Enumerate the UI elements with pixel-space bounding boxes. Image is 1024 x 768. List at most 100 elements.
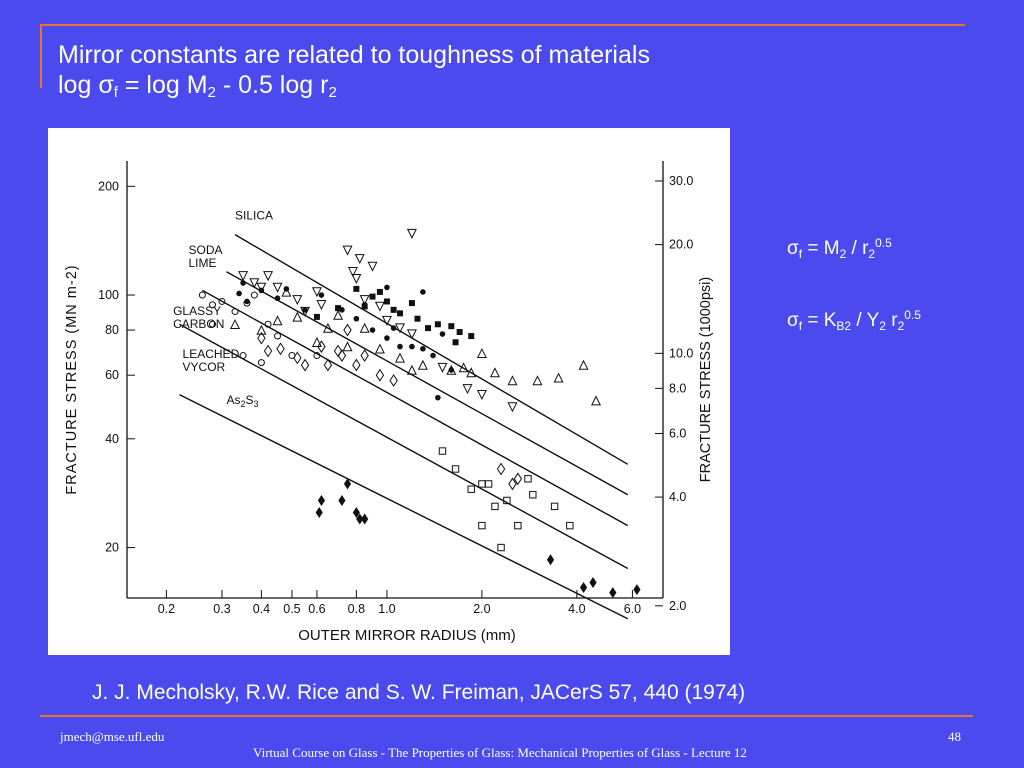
data-point-open-square xyxy=(503,496,511,505)
data-point-filled-circle xyxy=(409,343,415,350)
footer-email[interactable]: jmech@mse.ufl.edu xyxy=(60,729,165,744)
x-tick-label: 6.0 xyxy=(624,602,641,616)
fit-line xyxy=(234,233,629,465)
chart-panel: 0.2 0.3 0.4 0.5 0.6 0.8 1.0 2.0 4.0 6.0 OUTER MIRR… xyxy=(48,128,730,655)
citation: J. J. Mecholsky, R.W. Rice and S. W. Fre… xyxy=(92,681,746,704)
data-point-open-circle xyxy=(198,291,206,299)
data-point-open-square xyxy=(438,447,447,455)
data-point-filled-square xyxy=(468,333,475,340)
data-point-triangle-up xyxy=(322,322,333,333)
title-line-2: log σf = log M2 - 0.5 log r2 xyxy=(58,70,650,108)
subscript-f: f xyxy=(798,247,803,261)
data-point-triangle-up xyxy=(476,347,487,358)
title-line-2-text: log xyxy=(58,71,99,99)
data-point-filled-circle xyxy=(435,394,441,401)
data-point-filled-diamond xyxy=(315,507,323,519)
data-point-open-diamond xyxy=(337,349,347,362)
x-tick-label: 0.8 xyxy=(348,602,365,616)
fracture-stress-chart: 0.2 0.3 0.4 0.5 0.6 0.8 1.0 2.0 4.0 6.0 OUTER MIRR… xyxy=(64,161,714,644)
data-point-open-diamond xyxy=(343,323,352,337)
data-point-open-circle xyxy=(209,320,217,328)
y-tick-label-right: 20.0 xyxy=(669,238,693,252)
data-point-filled-square xyxy=(313,313,320,320)
data-point-triangle-up xyxy=(458,362,469,373)
y-tick-label-left: 100 xyxy=(98,288,119,302)
data-point-filled-square xyxy=(452,339,459,346)
equation-text: r xyxy=(885,310,898,331)
subscript-2: 2 xyxy=(879,319,886,333)
data-point-filled-circle xyxy=(430,352,436,359)
data-point-open-circle xyxy=(257,359,265,367)
data-point-triangle-up xyxy=(507,375,518,386)
data-point-filled-circle xyxy=(397,343,403,350)
data-point-filled-diamond xyxy=(579,582,588,594)
data-point-filled-diamond xyxy=(589,577,597,589)
data-point-open-circle xyxy=(313,352,321,360)
data-point-triangle-up xyxy=(374,343,385,354)
data-point-triangle-down xyxy=(292,295,303,306)
series-label: GLASSY xyxy=(173,304,221,318)
title-rule-top xyxy=(40,24,965,26)
data-point-triangle-down xyxy=(406,228,417,239)
data-point-open-diamond xyxy=(276,342,285,356)
data-point-open-square xyxy=(451,465,460,473)
data-point-open-diamond xyxy=(263,344,273,358)
data-point-triangle-up xyxy=(272,315,283,326)
data-point-open-circle xyxy=(274,332,282,340)
subscript-b2: B2 xyxy=(836,319,852,333)
sigma-symbol: σ xyxy=(98,71,114,99)
data-point-open-diamond xyxy=(323,358,333,372)
data-point-open-diamond xyxy=(333,344,343,358)
data-point-filled-diamond xyxy=(352,507,360,519)
data-point-open-circle xyxy=(239,352,247,360)
data-point-triangle-down xyxy=(238,271,249,282)
data-point-open-square xyxy=(524,475,532,483)
data-point-filled-diamond xyxy=(609,587,617,599)
x-tick-label: 0.3 xyxy=(213,602,230,616)
data-point-open-square xyxy=(478,521,486,530)
chart-axes: 0.2 0.3 0.4 0.5 0.6 0.8 1.0 2.0 4.0 6.0 OUTER MIRR… xyxy=(64,161,714,644)
series-label: LIME xyxy=(189,256,217,270)
data-point-filled-square xyxy=(361,303,368,310)
data-point-triangle-down xyxy=(394,323,405,334)
data-point-triangle-up xyxy=(489,367,500,378)
data-point-open-diamond xyxy=(317,340,326,353)
data-point-open-square xyxy=(497,543,505,552)
x-tick-label: 1.0 xyxy=(378,602,395,616)
data-point-filled-square xyxy=(376,288,383,295)
data-point-filled-circle xyxy=(236,290,242,297)
data-point-open-square xyxy=(467,485,475,493)
y-tick-label-left: 80 xyxy=(105,323,119,337)
fit-line xyxy=(202,289,629,527)
series-label: CARBON xyxy=(173,317,224,331)
data-point-triangle-up xyxy=(292,311,303,322)
data-point-filled-circle xyxy=(369,327,376,333)
sigma-symbol: σ xyxy=(787,310,799,331)
subscript-2: 2 xyxy=(897,319,905,333)
data-point-open-diamond xyxy=(257,331,266,345)
data-point-filled-circle xyxy=(439,331,446,337)
equation-text: / r xyxy=(846,238,869,259)
data-point-open-diamond xyxy=(513,472,523,486)
data-point-triangle-up xyxy=(256,324,267,335)
data-point-filled-square xyxy=(408,300,415,307)
data-point-filled-diamond xyxy=(356,513,364,525)
data-point-triangle-down xyxy=(342,245,353,256)
x-tick-label: 0.5 xyxy=(283,602,300,616)
data-point-triangle-down xyxy=(462,384,473,395)
data-point-filled-circle xyxy=(390,325,397,331)
title-line-1: Mirror constants are related to toughnes… xyxy=(58,41,650,69)
y-tick-label-left: 200 xyxy=(98,179,119,193)
data-point-filled-diamond xyxy=(546,554,555,566)
data-point-filled-square xyxy=(414,315,421,322)
subscript-f: f xyxy=(798,319,803,333)
data-point-filled-circle xyxy=(240,280,246,286)
equation-2: σf = KB2 / Y2 r20.5 xyxy=(787,308,921,333)
data-point-filled-square xyxy=(456,329,463,336)
data-point-filled-square xyxy=(390,306,397,313)
equation-text: = K xyxy=(802,310,837,331)
data-point-triangle-down xyxy=(351,273,362,284)
y-tick-label-left: 60 xyxy=(105,368,119,382)
data-point-triangle-up xyxy=(281,286,292,297)
data-point-filled-square xyxy=(353,285,360,292)
